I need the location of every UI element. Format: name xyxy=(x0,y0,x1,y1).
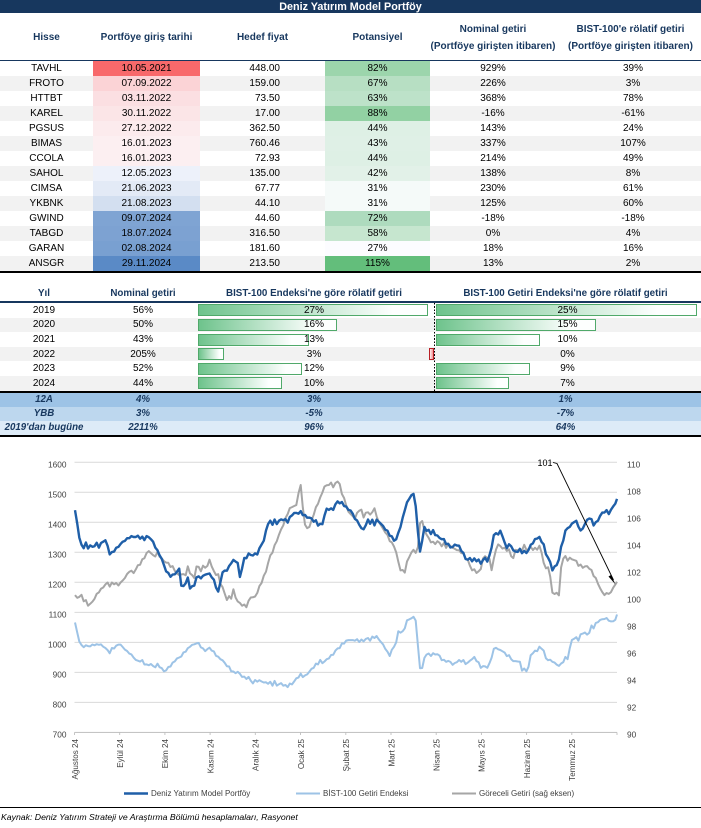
svg-text:94: 94 xyxy=(627,676,637,686)
svg-text:102: 102 xyxy=(627,568,641,578)
svg-text:1500: 1500 xyxy=(48,490,67,500)
svg-text:90: 90 xyxy=(627,730,637,740)
svg-text:101: 101 xyxy=(537,458,552,468)
svg-text:100: 100 xyxy=(627,595,641,605)
svg-text:BİST-100 Getiri Endeksi: BİST-100 Getiri Endeksi xyxy=(323,789,409,798)
svg-text:Eylül 24: Eylül 24 xyxy=(116,739,125,768)
svg-text:1100: 1100 xyxy=(49,610,67,620)
svg-text:Ağustos 24: Ağustos 24 xyxy=(71,739,80,780)
svg-text:800: 800 xyxy=(53,700,67,710)
svg-text:1000: 1000 xyxy=(48,640,67,650)
svg-text:Şubat 25: Şubat 25 xyxy=(342,739,351,772)
svg-text:106: 106 xyxy=(627,514,641,524)
svg-text:700: 700 xyxy=(53,730,67,740)
svg-text:Temmuz 25: Temmuz 25 xyxy=(568,739,577,781)
svg-text:Mart 25: Mart 25 xyxy=(387,739,396,767)
svg-text:92: 92 xyxy=(627,703,637,713)
svg-text:Deniz Yatırım Model Portföy: Deniz Yatırım Model Portföy xyxy=(151,789,250,798)
svg-text:900: 900 xyxy=(53,670,67,680)
svg-text:96: 96 xyxy=(627,649,637,659)
svg-text:110: 110 xyxy=(627,460,641,470)
svg-text:Kasım 24: Kasım 24 xyxy=(206,739,215,774)
svg-text:98: 98 xyxy=(627,622,637,632)
svg-text:Ekim 24: Ekim 24 xyxy=(161,739,170,769)
svg-text:1400: 1400 xyxy=(48,520,67,530)
svg-text:Ocak 25: Ocak 25 xyxy=(297,739,306,770)
svg-text:Haziran 25: Haziran 25 xyxy=(523,739,532,779)
svg-text:1600: 1600 xyxy=(48,460,67,470)
svg-text:1200: 1200 xyxy=(48,580,67,590)
svg-text:Aralık 24: Aralık 24 xyxy=(252,739,261,771)
svg-text:Mayıs 25: Mayıs 25 xyxy=(478,739,487,772)
svg-text:Nisan 25: Nisan 25 xyxy=(433,739,442,771)
svg-text:104: 104 xyxy=(627,541,641,551)
svg-text:108: 108 xyxy=(627,487,641,497)
svg-text:1300: 1300 xyxy=(48,550,67,560)
svg-text:Göreceli Getiri (sağ eksen): Göreceli Getiri (sağ eksen) xyxy=(479,789,574,798)
